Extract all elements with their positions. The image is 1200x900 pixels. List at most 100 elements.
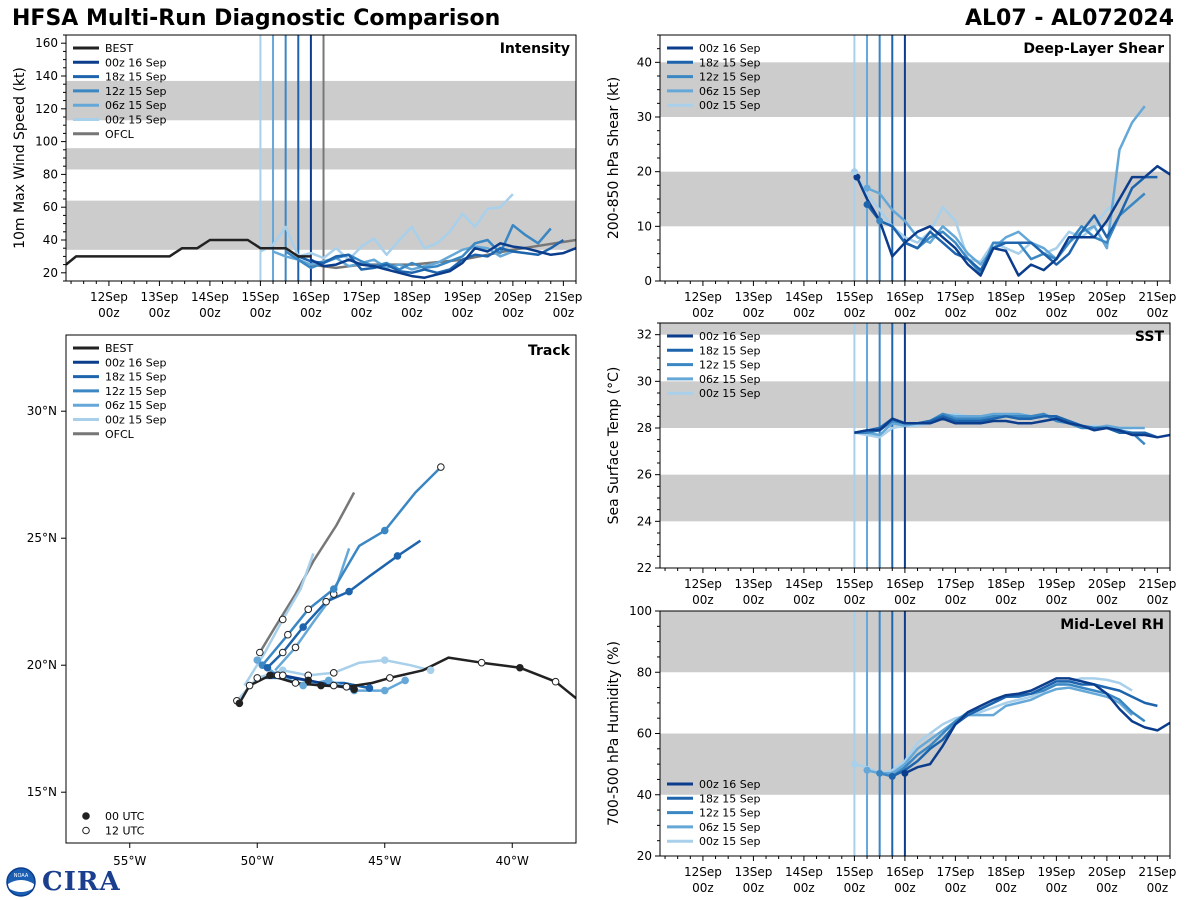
intensity-legend-label: 00z 15 Sep xyxy=(105,114,167,127)
rh-xtick-label: 20Sep xyxy=(1088,865,1126,879)
intensity-series-line xyxy=(310,242,576,279)
intensity-xtick-label: 00z xyxy=(149,306,171,320)
sst-frame xyxy=(659,322,1171,569)
shear-legend-label: 12z 15 Sep xyxy=(699,71,761,84)
track-position-marker xyxy=(317,681,325,690)
rh-init-marker xyxy=(888,772,896,780)
track-position-marker xyxy=(350,685,358,694)
sst-xtick-label: 13Sep xyxy=(734,577,772,591)
shear-xtick-label: 00z xyxy=(894,306,916,320)
sst-ytick-label: 32 xyxy=(637,328,652,342)
track-legend-label: 12z 15 Sep xyxy=(105,385,167,398)
track-plot-area xyxy=(233,463,576,708)
shear-xtick-label: 15Sep xyxy=(835,290,873,304)
track-frame xyxy=(65,334,577,844)
rh-xtick-label: 00z xyxy=(945,881,967,895)
sst-legend-label: 06z 15 Sep xyxy=(699,373,761,386)
shear-ytick-label: 40 xyxy=(637,55,652,69)
track-position-marker xyxy=(516,663,524,672)
shear-xtick-label: 12Sep xyxy=(684,290,722,304)
track-position-marker xyxy=(380,686,389,695)
rh-xtick-label: 21Sep xyxy=(1138,865,1176,879)
track-position-marker xyxy=(278,671,287,680)
shear-ytick-label: 20 xyxy=(637,165,652,179)
sst-band xyxy=(660,474,1170,522)
sst-xtick-label: 18Sep xyxy=(987,577,1025,591)
track-position-marker xyxy=(380,526,389,535)
intensity-series-line xyxy=(310,238,576,270)
rh-init-marker xyxy=(876,769,884,777)
shear-init-marker xyxy=(850,168,858,176)
rh-init-marker xyxy=(863,766,871,774)
track-position-marker xyxy=(245,681,254,690)
sst-xtick-label: 15Sep xyxy=(835,577,873,591)
intensity-ytick-label: 140 xyxy=(35,69,58,83)
track-position-marker xyxy=(329,585,338,593)
intensity-xtick-label: 13Sep xyxy=(140,290,178,304)
intensity-xtick-label: 00z xyxy=(300,306,322,320)
track-ytick-label: 15°N xyxy=(27,785,57,799)
shear-plot-area xyxy=(660,35,1170,281)
rh-ytick-label: 40 xyxy=(637,788,652,802)
track-position-marker xyxy=(437,463,445,471)
intensity-xtick-label: 00z xyxy=(401,306,423,320)
intensity-xtick-label: 19Sep xyxy=(443,290,481,304)
track-position-marker xyxy=(304,605,313,614)
intensity-ytick-label: 40 xyxy=(43,233,58,247)
sst-xtick-label: 00z xyxy=(1147,593,1169,607)
sst-xtick-label: 00z xyxy=(995,593,1017,607)
sst-ytick-label: 24 xyxy=(637,514,652,528)
intensity-ytick-label: 120 xyxy=(35,102,58,116)
shear-init-marker xyxy=(853,173,861,181)
track-position-marker xyxy=(278,615,287,624)
rh-xtick-label: 00z xyxy=(1096,881,1118,895)
sst-xtick-label: 19Sep xyxy=(1037,577,1075,591)
shear-legend-label: 00z 15 Sep xyxy=(699,99,761,112)
track-position-marker xyxy=(278,648,287,657)
shear-ylabel: 200-850 hPa Shear (kt) xyxy=(606,77,622,239)
sst-band xyxy=(660,323,1170,335)
rh-xtick-label: 15Sep xyxy=(835,865,873,879)
track-legend-label: 00z 15 Sep xyxy=(105,414,167,427)
shear-xtick-label: 18Sep xyxy=(987,290,1025,304)
track-marker-legend-symbol xyxy=(82,812,90,820)
intensity-legend-label: BEST xyxy=(105,42,133,55)
sst-xtick-label: 00z xyxy=(894,593,916,607)
rh-legend-label: 18z 15 Sep xyxy=(699,792,761,805)
track-position-marker xyxy=(253,674,262,682)
shear-title: Deep-Layer Shear xyxy=(1023,41,1164,57)
rh-ytick-label: 80 xyxy=(637,665,652,679)
intensity-xtick-label: 20Sep xyxy=(494,290,532,304)
sst-xtick-label: 00z xyxy=(743,593,765,607)
shear-xtick-label: 00z xyxy=(945,306,967,320)
shear-xtick-label: 00z xyxy=(692,306,714,320)
intensity-series-line xyxy=(297,238,565,275)
track-position-marker xyxy=(386,674,394,682)
intensity-legend-label: 12z 15 Sep xyxy=(105,85,167,98)
storm-id: AL07 - AL072024 xyxy=(965,6,1174,31)
shear-xtick-label: 00z xyxy=(743,306,765,320)
rh-xtick-label: 17Sep xyxy=(936,865,974,879)
shear-legend-label: 18z 15 Sep xyxy=(699,56,761,69)
track-position-marker xyxy=(426,666,435,675)
sst-xtick-label: 12Sep xyxy=(684,577,722,591)
rh-xtick-label: 00z xyxy=(1046,881,1068,895)
shear-legend-label: 00z 16 Sep xyxy=(699,42,761,55)
rh-title: Mid-Level RH xyxy=(1060,617,1164,633)
track-position-marker xyxy=(322,597,330,606)
intensity-ytick-label: 20 xyxy=(43,266,58,280)
shear-init-marker xyxy=(863,200,871,208)
rh-legend-label: 06z 15 Sep xyxy=(699,821,761,834)
rh-xtick-label: 16Sep xyxy=(886,865,924,879)
sst-legend-label: 18z 15 Sep xyxy=(699,344,761,357)
intensity-band xyxy=(66,148,576,170)
rh-band xyxy=(660,611,1170,673)
intensity-legend-label: 18z 15 Sep xyxy=(105,71,167,84)
rh-ytick-label: 20 xyxy=(637,849,652,863)
track-position-marker xyxy=(393,552,402,560)
shear-xtick-label: 21Sep xyxy=(1138,290,1176,304)
track-position-marker xyxy=(299,623,307,631)
sst-title: SST xyxy=(1135,329,1165,345)
rh-ytick-label: 60 xyxy=(637,727,652,741)
